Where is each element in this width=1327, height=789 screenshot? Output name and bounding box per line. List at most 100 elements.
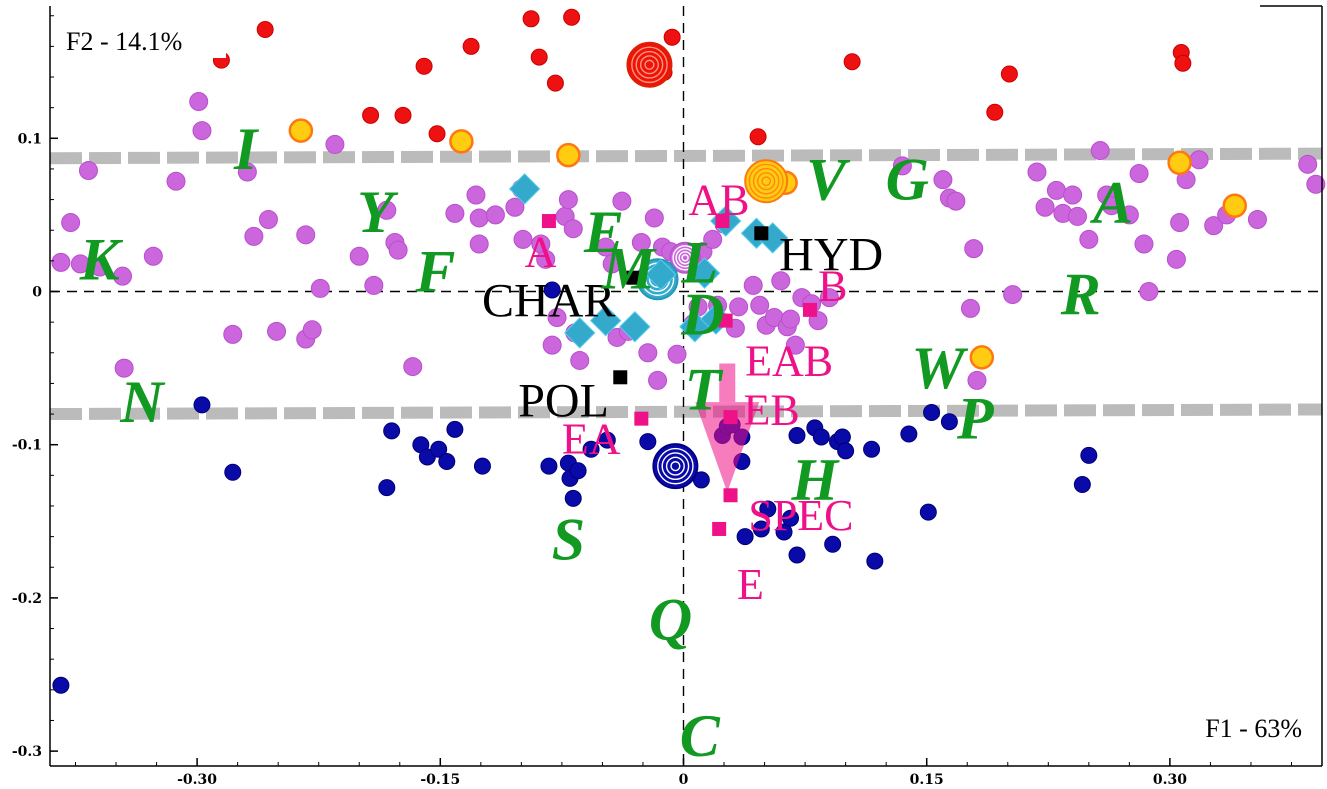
- violet-point: [1035, 197, 1055, 217]
- blue-point: [759, 500, 777, 518]
- red-point: [663, 28, 681, 46]
- violet-point: [596, 237, 616, 257]
- violet-point: [1170, 213, 1190, 233]
- violet-point: [631, 232, 651, 252]
- violet-point: [964, 239, 984, 259]
- amino-acid-label-k: K: [79, 226, 124, 292]
- x-tick-label: 0.30: [1153, 772, 1187, 788]
- violet-point: [644, 208, 664, 228]
- violet-point: [445, 203, 465, 223]
- x-axis-title: F1 - 63%: [1205, 714, 1302, 743]
- amino-acid-label-y: Y: [357, 179, 399, 245]
- violet-point: [469, 234, 489, 254]
- yellow-point: [1222, 193, 1248, 218]
- group-label-hyd: HYD: [779, 229, 883, 282]
- violet-point: [244, 226, 264, 246]
- blue-point: [52, 676, 70, 694]
- violet-point: [1003, 285, 1023, 305]
- amino-acid-label-f: F: [414, 239, 455, 305]
- violet-point: [1247, 209, 1267, 229]
- amino-acid-label-h: H: [790, 447, 840, 513]
- blue-point: [639, 433, 657, 451]
- violet-point: [960, 298, 980, 318]
- yellow-point: [556, 142, 581, 168]
- yellow-centroid-ring: [748, 163, 784, 199]
- blue-point: [812, 428, 830, 446]
- blue-point: [430, 440, 448, 458]
- x-title-background: [1166, 712, 1306, 744]
- variable-label-b: B: [818, 261, 847, 310]
- violet-point: [1090, 141, 1110, 161]
- group-labels: HYD CHAR POL: [482, 226, 883, 427]
- reference-band: [49, 147, 1323, 165]
- violet-point: [302, 320, 322, 340]
- red-centroid-ring: [644, 59, 655, 70]
- red-point: [546, 74, 564, 92]
- variable-label-eb: EB: [743, 385, 799, 434]
- violet-point: [388, 240, 408, 260]
- variable-square: [715, 214, 730, 229]
- violet-point: [258, 209, 278, 229]
- blue-point: [866, 552, 884, 570]
- variable-square: [723, 488, 738, 503]
- group-square: [613, 370, 628, 385]
- x-tick-label: -0.30: [177, 772, 217, 788]
- y-title-background: [62, 26, 226, 58]
- blue-point: [1073, 476, 1091, 494]
- group-square: [754, 226, 769, 241]
- arrow-shaft: [719, 363, 736, 403]
- violet-point: [513, 229, 533, 249]
- violet-point: [570, 350, 590, 370]
- variable-square: [718, 313, 733, 328]
- violet-point: [469, 208, 489, 228]
- red-centroid-ring: [631, 46, 668, 84]
- blue-point: [473, 457, 491, 475]
- cyan-diamond: [508, 173, 541, 205]
- amino-acid-label-q: Q: [649, 586, 692, 652]
- y-tick-label: -0.1: [12, 438, 42, 454]
- blue-centroid: [652, 443, 699, 490]
- cyan-diamond: [619, 311, 651, 343]
- blue-point: [775, 523, 793, 541]
- y-tick-label: 0: [32, 285, 42, 301]
- cyan-diamond: [589, 304, 622, 337]
- violet-point: [933, 170, 953, 190]
- blue-centroid-ring: [657, 447, 694, 485]
- violet-point: [325, 134, 345, 154]
- y-axis-title: F2 - 14.1%: [66, 27, 182, 56]
- blue-point: [569, 462, 587, 480]
- blue-point: [543, 281, 561, 299]
- violet-point: [542, 335, 562, 355]
- variable-label-eab: EAB: [745, 336, 833, 385]
- red-point: [415, 57, 433, 75]
- violet-point: [602, 254, 622, 274]
- violet-point: [1204, 216, 1224, 236]
- amino-acid-label-l: L: [680, 229, 718, 295]
- violet-point: [1129, 164, 1149, 184]
- red-point: [362, 106, 380, 124]
- red-point: [462, 37, 480, 55]
- variable-label-ab: AB: [688, 176, 749, 225]
- violet-point: [192, 121, 212, 141]
- violet-point: [946, 191, 966, 211]
- blue-point: [833, 428, 851, 446]
- yellow-centroid-ring: [752, 167, 780, 195]
- blue-centroid-ring: [670, 461, 681, 472]
- violet-point: [547, 308, 567, 328]
- red-point: [530, 48, 548, 66]
- violet-centroid-ring: [675, 248, 695, 268]
- violet-point: [70, 254, 90, 274]
- red-point: [522, 10, 540, 28]
- blue-point: [582, 440, 600, 458]
- variable-square: [541, 214, 556, 229]
- blue-point: [1080, 446, 1098, 464]
- violet-point: [189, 92, 209, 112]
- blue-centroid-ring: [661, 452, 690, 481]
- blue-point: [378, 479, 396, 497]
- red-point: [428, 125, 446, 143]
- blue-point: [438, 453, 456, 471]
- variable-square: [712, 521, 727, 536]
- x-tick-label: 0: [679, 772, 689, 788]
- amino-acid-label-c: C: [680, 703, 721, 769]
